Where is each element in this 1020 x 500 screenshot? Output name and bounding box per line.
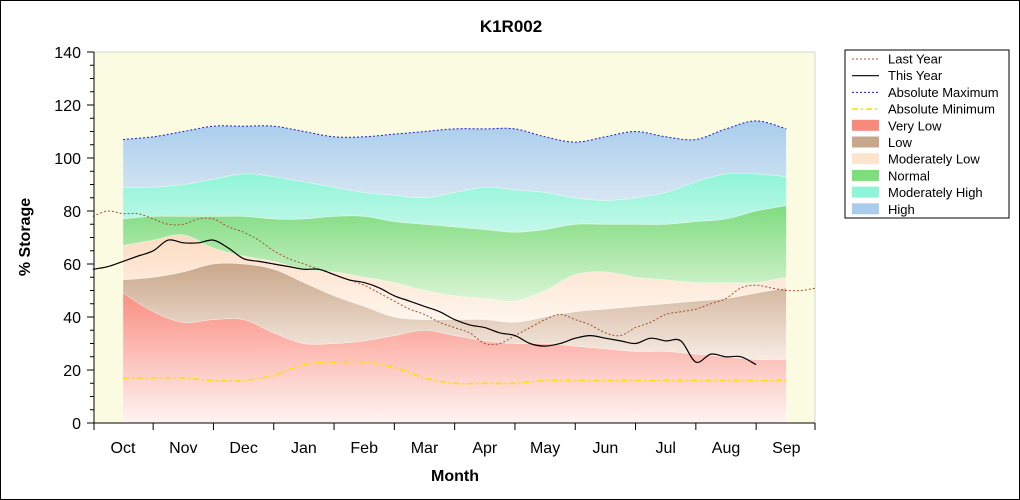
legend-swatch-low [852, 136, 879, 148]
x-tick-label: Oct [111, 440, 136, 457]
legend-label-very-low: Very Low [888, 118, 942, 133]
legend-label-absolute-maximum: Absolute Maximum [888, 85, 999, 100]
legend-label-high: High [888, 202, 915, 217]
legend-label-absolute-minimum: Absolute Minimum [888, 102, 995, 117]
y-axis-title: % Storage [17, 198, 34, 276]
x-tick-label: Jun [593, 440, 619, 457]
chart-title: K1R002 [480, 17, 542, 36]
band-high [122, 120, 787, 201]
legend-swatch-very-low [852, 119, 879, 131]
x-tick-label: Aug [712, 440, 740, 457]
legend-label-moderately-high: Moderately High [888, 185, 983, 200]
legend-label-normal: Normal [888, 168, 930, 183]
legend-swatch-moderately-high [852, 186, 879, 198]
legend-label-low: Low [888, 135, 912, 150]
line-absolute-maximum [122, 120, 787, 143]
band-areas [122, 120, 787, 424]
axes: 0 20 40 60 80 100 120 140 Oct Nov Dec Jan Feb Mar Apr M… [54, 45, 816, 457]
legend-swatch-high [852, 203, 879, 215]
line-absolute-minimum [123, 360, 787, 385]
x-tick-label: Dec [229, 440, 257, 457]
series-lines [92, 120, 817, 385]
legend-label-this-year: This Year [888, 68, 943, 83]
x-tick-label: Sep [772, 440, 801, 457]
legend-label-last-year: Last Year [888, 52, 943, 67]
y-tick-label: 0 [72, 416, 81, 433]
x-tick-label: Feb [350, 440, 378, 457]
legend-swatch-moderately-low [852, 153, 879, 165]
x-tick-label: Nov [169, 440, 197, 457]
legend-swatch-normal [852, 169, 879, 181]
x-tick-label: Jul [655, 440, 675, 457]
y-tick-label: 40 [63, 310, 81, 327]
x-tick-label: Mar [411, 440, 439, 457]
y-tick-label: 120 [54, 98, 81, 115]
line-this-year [92, 239, 757, 366]
line-last-year [92, 210, 817, 346]
y-tick-label: 20 [63, 363, 81, 380]
x-tick-label: May [530, 440, 560, 457]
x-tick-label: Apr [472, 440, 498, 457]
x-tick-label: Jan [291, 440, 317, 457]
y-tick-label: 100 [54, 151, 81, 168]
x-axis-title: Month [431, 468, 479, 485]
y-tick-label: 140 [54, 45, 81, 62]
legend-label-moderately-low: Moderately Low [888, 152, 980, 167]
y-tick-label: 60 [63, 257, 81, 274]
y-tick-label: 80 [63, 204, 81, 221]
